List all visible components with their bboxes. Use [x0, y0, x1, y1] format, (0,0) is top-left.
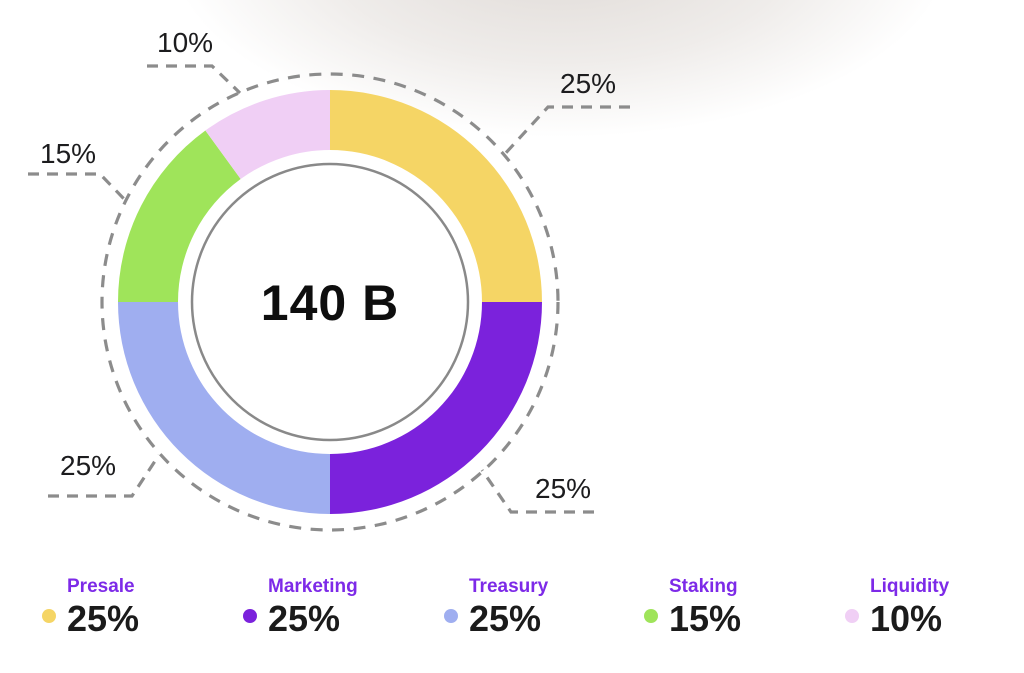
donut-center-total: 140 B	[260, 275, 400, 331]
callout-line-treasury	[48, 454, 161, 498]
callout-label-liquidity: 10%	[157, 27, 214, 58]
callout-label-marketing: 25%	[535, 473, 592, 504]
callout-label-staking: 15%	[40, 138, 97, 169]
donut-segment-treasury	[118, 302, 330, 514]
callout-line-staking	[28, 172, 128, 203]
callout-line-liquidity	[147, 64, 242, 95]
callout-label-treasury: 25%	[60, 450, 117, 481]
donut-segment-staking	[118, 130, 241, 302]
donut-segment-liquidity	[205, 90, 330, 180]
inner-ring-circle	[190, 162, 470, 442]
donut-segment-presale	[330, 90, 542, 302]
callout-line-presale	[501, 105, 630, 158]
callout-label-presale: 25%	[560, 68, 617, 99]
donut-segment-marketing	[330, 302, 542, 514]
dashed-outline-circle	[100, 72, 560, 532]
callout-line-marketing	[480, 469, 594, 514]
